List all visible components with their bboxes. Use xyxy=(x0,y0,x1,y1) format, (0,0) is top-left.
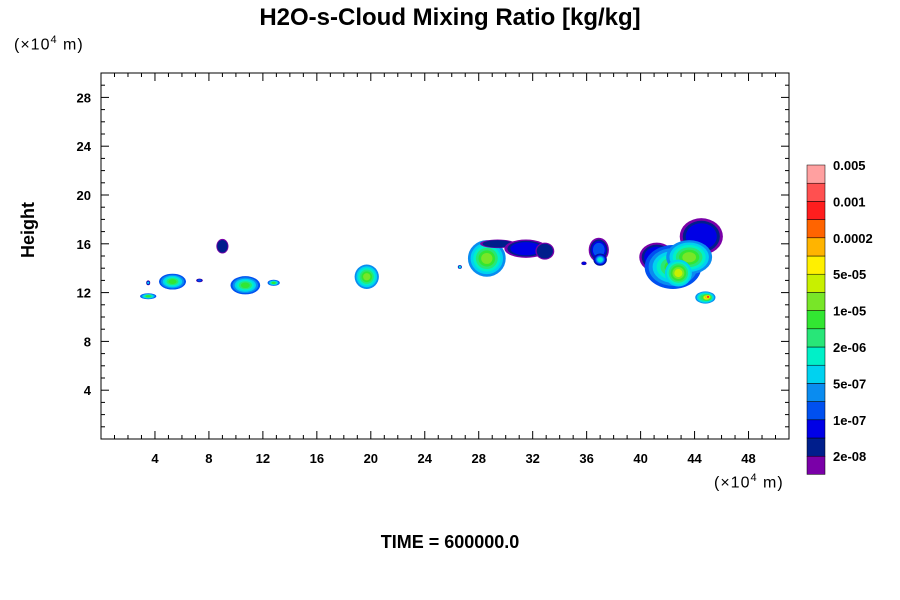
y-tick-label: 8 xyxy=(84,334,91,349)
x-tick-label: 12 xyxy=(256,451,270,466)
cloud-blob-14-layer-3 xyxy=(592,242,605,257)
y-axis-unit: (×104 m) xyxy=(14,34,84,54)
y-tick-label: 24 xyxy=(77,139,92,154)
x-tick-label: 20 xyxy=(364,451,378,466)
colorbar-swatch xyxy=(806,237,826,257)
colorbar-label: 5e-05 xyxy=(833,267,866,282)
colorbar: 2e-08 1e-07 5e-07 2e-06 1e-05 5e-05 0.0002 0.00… xyxy=(806,158,873,475)
colorbar-swatch xyxy=(806,310,826,330)
x-tick-label: 8 xyxy=(205,451,212,466)
cloud-blob-1-layer-5 xyxy=(147,281,150,284)
y-tick-label: 20 xyxy=(77,188,91,203)
colorbar-label: 0.0002 xyxy=(833,231,873,246)
colorbar-label: 0.005 xyxy=(833,158,866,173)
x-tick-label: 28 xyxy=(471,451,485,466)
colorbar-swatch xyxy=(806,219,826,239)
colorbar-swatch xyxy=(806,419,826,439)
x-tick-label: 4 xyxy=(151,451,159,466)
x-tick-label: 36 xyxy=(579,451,593,466)
cloud-blob-10-layer-1 xyxy=(482,240,513,248)
colorbar-label: 2e-06 xyxy=(833,340,866,355)
x-tick-label: 16 xyxy=(310,451,324,466)
colorbar-label: 1e-07 xyxy=(833,413,866,428)
cloud-field xyxy=(140,218,723,304)
y-tick-label: 4 xyxy=(84,383,92,398)
y-tick-label: 16 xyxy=(77,237,91,252)
colorbar-swatch xyxy=(806,182,826,202)
colorbar-swatch xyxy=(806,437,826,457)
x-unit-suffix: m) xyxy=(757,474,784,492)
colorbar-swatch xyxy=(806,383,826,402)
x-tick-label: 32 xyxy=(525,451,539,466)
colorbar-swatch xyxy=(806,164,826,184)
colorbar-swatch xyxy=(806,455,826,475)
chart-title: H2O-s-Cloud Mixing Ratio [kg/kg] xyxy=(259,4,641,31)
cloud-blob-3-layer-3 xyxy=(197,279,202,282)
cloud-blob-19-layer-5 xyxy=(682,252,697,263)
colorbar-swatch xyxy=(806,346,826,366)
cloud-blob-13-layer-2 xyxy=(582,262,586,265)
cloud-blob-8-layer-5 xyxy=(458,265,461,268)
colorbar-swatch xyxy=(806,292,826,311)
cloud-blob-6-layer-5 xyxy=(271,281,276,284)
y-unit-prefix: (×10 xyxy=(14,36,51,54)
y-tick-label: 12 xyxy=(77,286,91,301)
y-unit-suffix: m) xyxy=(57,36,84,54)
x-tick-label: 24 xyxy=(418,451,433,466)
cloud-blob-5-layer-5 xyxy=(240,282,250,289)
y-unit-exponent: 4 xyxy=(50,34,58,46)
colorbar-label: 2e-08 xyxy=(833,449,866,464)
x-unit-prefix: (×10 xyxy=(714,474,751,492)
colorbar-label: 1e-05 xyxy=(833,304,866,319)
time-label: TIME = 600000.0 xyxy=(380,532,520,552)
cloud-blob-20-layer-5 xyxy=(674,269,683,278)
x-unit-exponent: 4 xyxy=(750,472,758,484)
x-tick-label: 44 xyxy=(687,451,702,466)
colorbar-swatch xyxy=(806,255,826,275)
cloud-blob-11-layer-2 xyxy=(510,242,542,256)
colorbar-swatch xyxy=(806,364,826,384)
cloud-blob-12-layer-1 xyxy=(536,243,553,259)
colorbar-swatch xyxy=(806,273,826,293)
colorbar-swatch xyxy=(806,401,826,421)
cloud-blob-9-layer-5 xyxy=(481,252,493,264)
x-axis-unit: (×104 m) xyxy=(714,472,784,492)
cloud-blob-2-layer-5 xyxy=(168,279,177,284)
cloud-blob-4-layer-1 xyxy=(217,239,228,253)
colorbar-swatch xyxy=(806,328,826,348)
x-tick-label: 40 xyxy=(633,451,647,466)
colorbar-label: 5e-07 xyxy=(833,376,866,391)
colorbar-swatch xyxy=(806,201,826,220)
colorbar-label: 0.001 xyxy=(833,194,866,209)
x-tick-label: 48 xyxy=(741,451,755,466)
cloud-blob-23-layer-5 xyxy=(707,295,710,298)
y-tick-label: 28 xyxy=(77,90,91,105)
cloud-blob-15-layer-5 xyxy=(598,257,603,262)
cloud-blob-7-layer-5 xyxy=(363,273,371,281)
cloud-blob-0-layer-5 xyxy=(145,295,151,298)
